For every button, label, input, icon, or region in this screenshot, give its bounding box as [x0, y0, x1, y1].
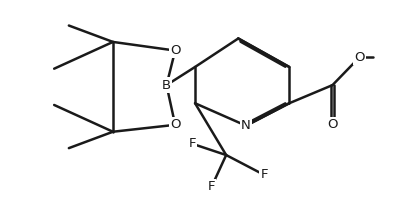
Text: O: O	[327, 118, 338, 131]
Text: B: B	[162, 79, 171, 92]
Text: F: F	[208, 180, 215, 194]
Text: F: F	[189, 137, 196, 150]
Text: O: O	[170, 118, 181, 131]
Text: O: O	[354, 51, 364, 64]
Text: N: N	[241, 119, 251, 132]
Text: F: F	[261, 168, 268, 182]
Text: O: O	[170, 44, 181, 57]
